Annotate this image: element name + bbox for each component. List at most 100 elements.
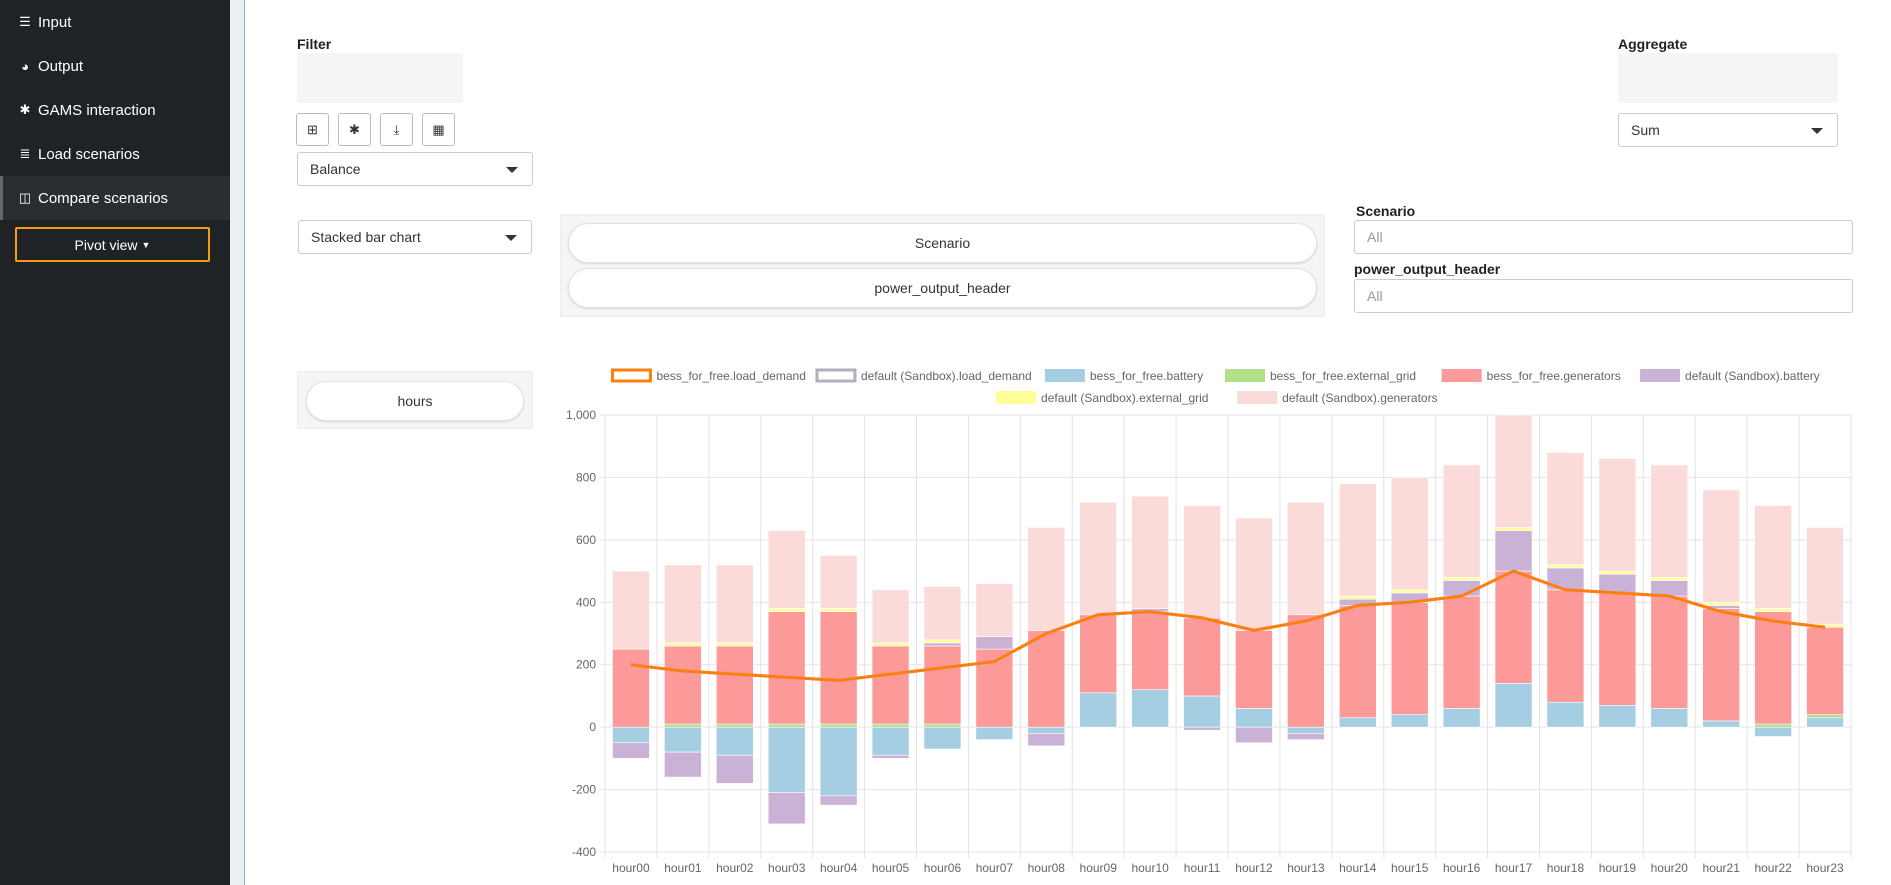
aggregate-select[interactable]: Sum (1618, 113, 1838, 147)
x-tick-label: hour12 (1235, 861, 1273, 875)
bar-segment (1754, 505, 1792, 609)
aggregate-dropzone[interactable] (1618, 53, 1838, 103)
bar-segment (664, 723, 702, 728)
bar-segment (819, 723, 858, 728)
caret-down-icon (1811, 128, 1823, 134)
bar-segment (1650, 595, 1689, 709)
legend-swatch (1237, 391, 1278, 404)
x-tick-label: hour22 (1754, 861, 1792, 875)
y-tick-label: 200 (576, 658, 596, 672)
bar-segment (1546, 701, 1585, 728)
bar-segment (664, 642, 702, 647)
sidebar-item-label: Load scenarios (38, 145, 140, 163)
bar-segment (923, 723, 962, 728)
bar-segment (1079, 502, 1118, 616)
x-tick-label: hour19 (1599, 861, 1637, 875)
sidebar-item-label: Compare scenarios (38, 189, 169, 207)
bar-segment (923, 639, 962, 644)
gear-icon: ✱ (349, 121, 360, 137)
x-tick-label: hour16 (1443, 861, 1481, 875)
bar-segment (1806, 626, 1844, 715)
bar-segment (1546, 564, 1585, 569)
bar-segment (923, 726, 962, 750)
x-tick-label: hour11 (1184, 861, 1221, 875)
scenario-filter-label: Scenario (1356, 203, 1416, 219)
pill-power-output-header[interactable]: power_output_header (568, 268, 1317, 308)
table-view-button[interactable]: ▦ (422, 113, 455, 146)
pill-scenario[interactable]: Scenario (568, 223, 1317, 263)
legend-swatch (815, 368, 857, 383)
bar-segment (1183, 617, 1221, 697)
sidebar-item-label: Output (38, 57, 84, 75)
bar-segment (1494, 683, 1533, 728)
y-tick-label: -400 (572, 845, 596, 859)
scenario-filter-input[interactable]: All (1354, 220, 1853, 254)
x-tick-label: hour02 (716, 861, 754, 875)
bar-segment (975, 726, 1014, 740)
y-tick-label: 600 (576, 533, 596, 547)
bar-segment (767, 608, 806, 612)
symbol-select[interactable]: Balance (297, 152, 533, 186)
bar-segment (871, 726, 910, 756)
bar-segment (1806, 717, 1844, 728)
add-view-button[interactable]: ⊞ (296, 113, 329, 146)
filter-dropzone[interactable] (297, 53, 463, 103)
bar-segment (1442, 595, 1481, 709)
bar-segment (1546, 589, 1585, 703)
add-view-icon: ⊞ (307, 121, 318, 137)
bar-segment (1650, 580, 1689, 597)
sidebar-item-gams-interaction[interactable]: ✱ GAMS interaction (0, 88, 230, 132)
power-output-header-filter-label: power_output_header (1354, 261, 1501, 277)
x-tick-label: hour00 (612, 861, 650, 875)
bar-segment (1598, 592, 1637, 706)
legend-label: default (Sandbox).generators (1282, 391, 1437, 405)
bar-segment (715, 726, 754, 756)
bar-segment (1131, 495, 1169, 609)
legend-label: bess_for_free.load_demand (656, 369, 805, 383)
bar-segment (1079, 614, 1118, 694)
x-tick-label: hour01 (664, 861, 702, 875)
sidebar-item-load-scenarios[interactable]: ≣ Load scenarios (0, 132, 230, 176)
bar-segment (1754, 608, 1792, 612)
bar-segment (1235, 630, 1273, 709)
bar-segment (975, 583, 1014, 637)
bar-segment (1338, 483, 1377, 597)
sidebar-item-output[interactable]: ◕ Output (0, 44, 230, 88)
pill-label: hours (397, 393, 433, 409)
sidebar-item-compare-scenarios[interactable]: ◫ Compare scenarios (0, 176, 230, 220)
bar-segment (1287, 502, 1325, 616)
pill-hours[interactable]: hours (306, 381, 524, 421)
settings-button[interactable]: ✱ (338, 113, 371, 146)
bar-segment (1027, 733, 1066, 747)
sidebar-item-input[interactable]: ☰ Input (0, 0, 230, 44)
bar-segment (1442, 577, 1481, 581)
pivot-view-label: Pivot view (74, 236, 138, 253)
legend-label: default (Sandbox).load_demand (861, 369, 1032, 383)
legend-label: bess_for_free.external_grid (1270, 369, 1416, 383)
bar-segment (1494, 570, 1533, 684)
content-gutter (230, 0, 245, 885)
chart-type-select[interactable]: Stacked bar chart (298, 220, 532, 254)
caret-down-icon (505, 235, 517, 241)
bar-segment (1598, 458, 1637, 572)
bar-segment (1754, 611, 1792, 725)
bar-segment (715, 645, 754, 725)
table-icon: ▦ (432, 121, 445, 137)
power-output-header-filter-input[interactable]: All (1354, 279, 1853, 313)
x-tick-label: hour15 (1391, 861, 1429, 875)
pivot-view-button[interactable]: Pivot view ▼ (15, 227, 210, 262)
bar-segment (1390, 477, 1429, 591)
bar-segment (1079, 692, 1118, 728)
download-button[interactable]: ⤓ (380, 113, 413, 146)
bar-segment (1338, 595, 1377, 600)
bar-segment (1390, 714, 1429, 728)
bar-segment (975, 636, 1014, 650)
bar-segment (871, 589, 910, 644)
caret-down-icon: ▼ (141, 239, 151, 250)
bar-segment (871, 645, 910, 725)
sidebar-item-label: GAMS interaction (38, 101, 156, 119)
x-tick-label: hour08 (1028, 861, 1066, 875)
caret-down-icon (506, 167, 518, 173)
bar-segment (715, 723, 754, 728)
